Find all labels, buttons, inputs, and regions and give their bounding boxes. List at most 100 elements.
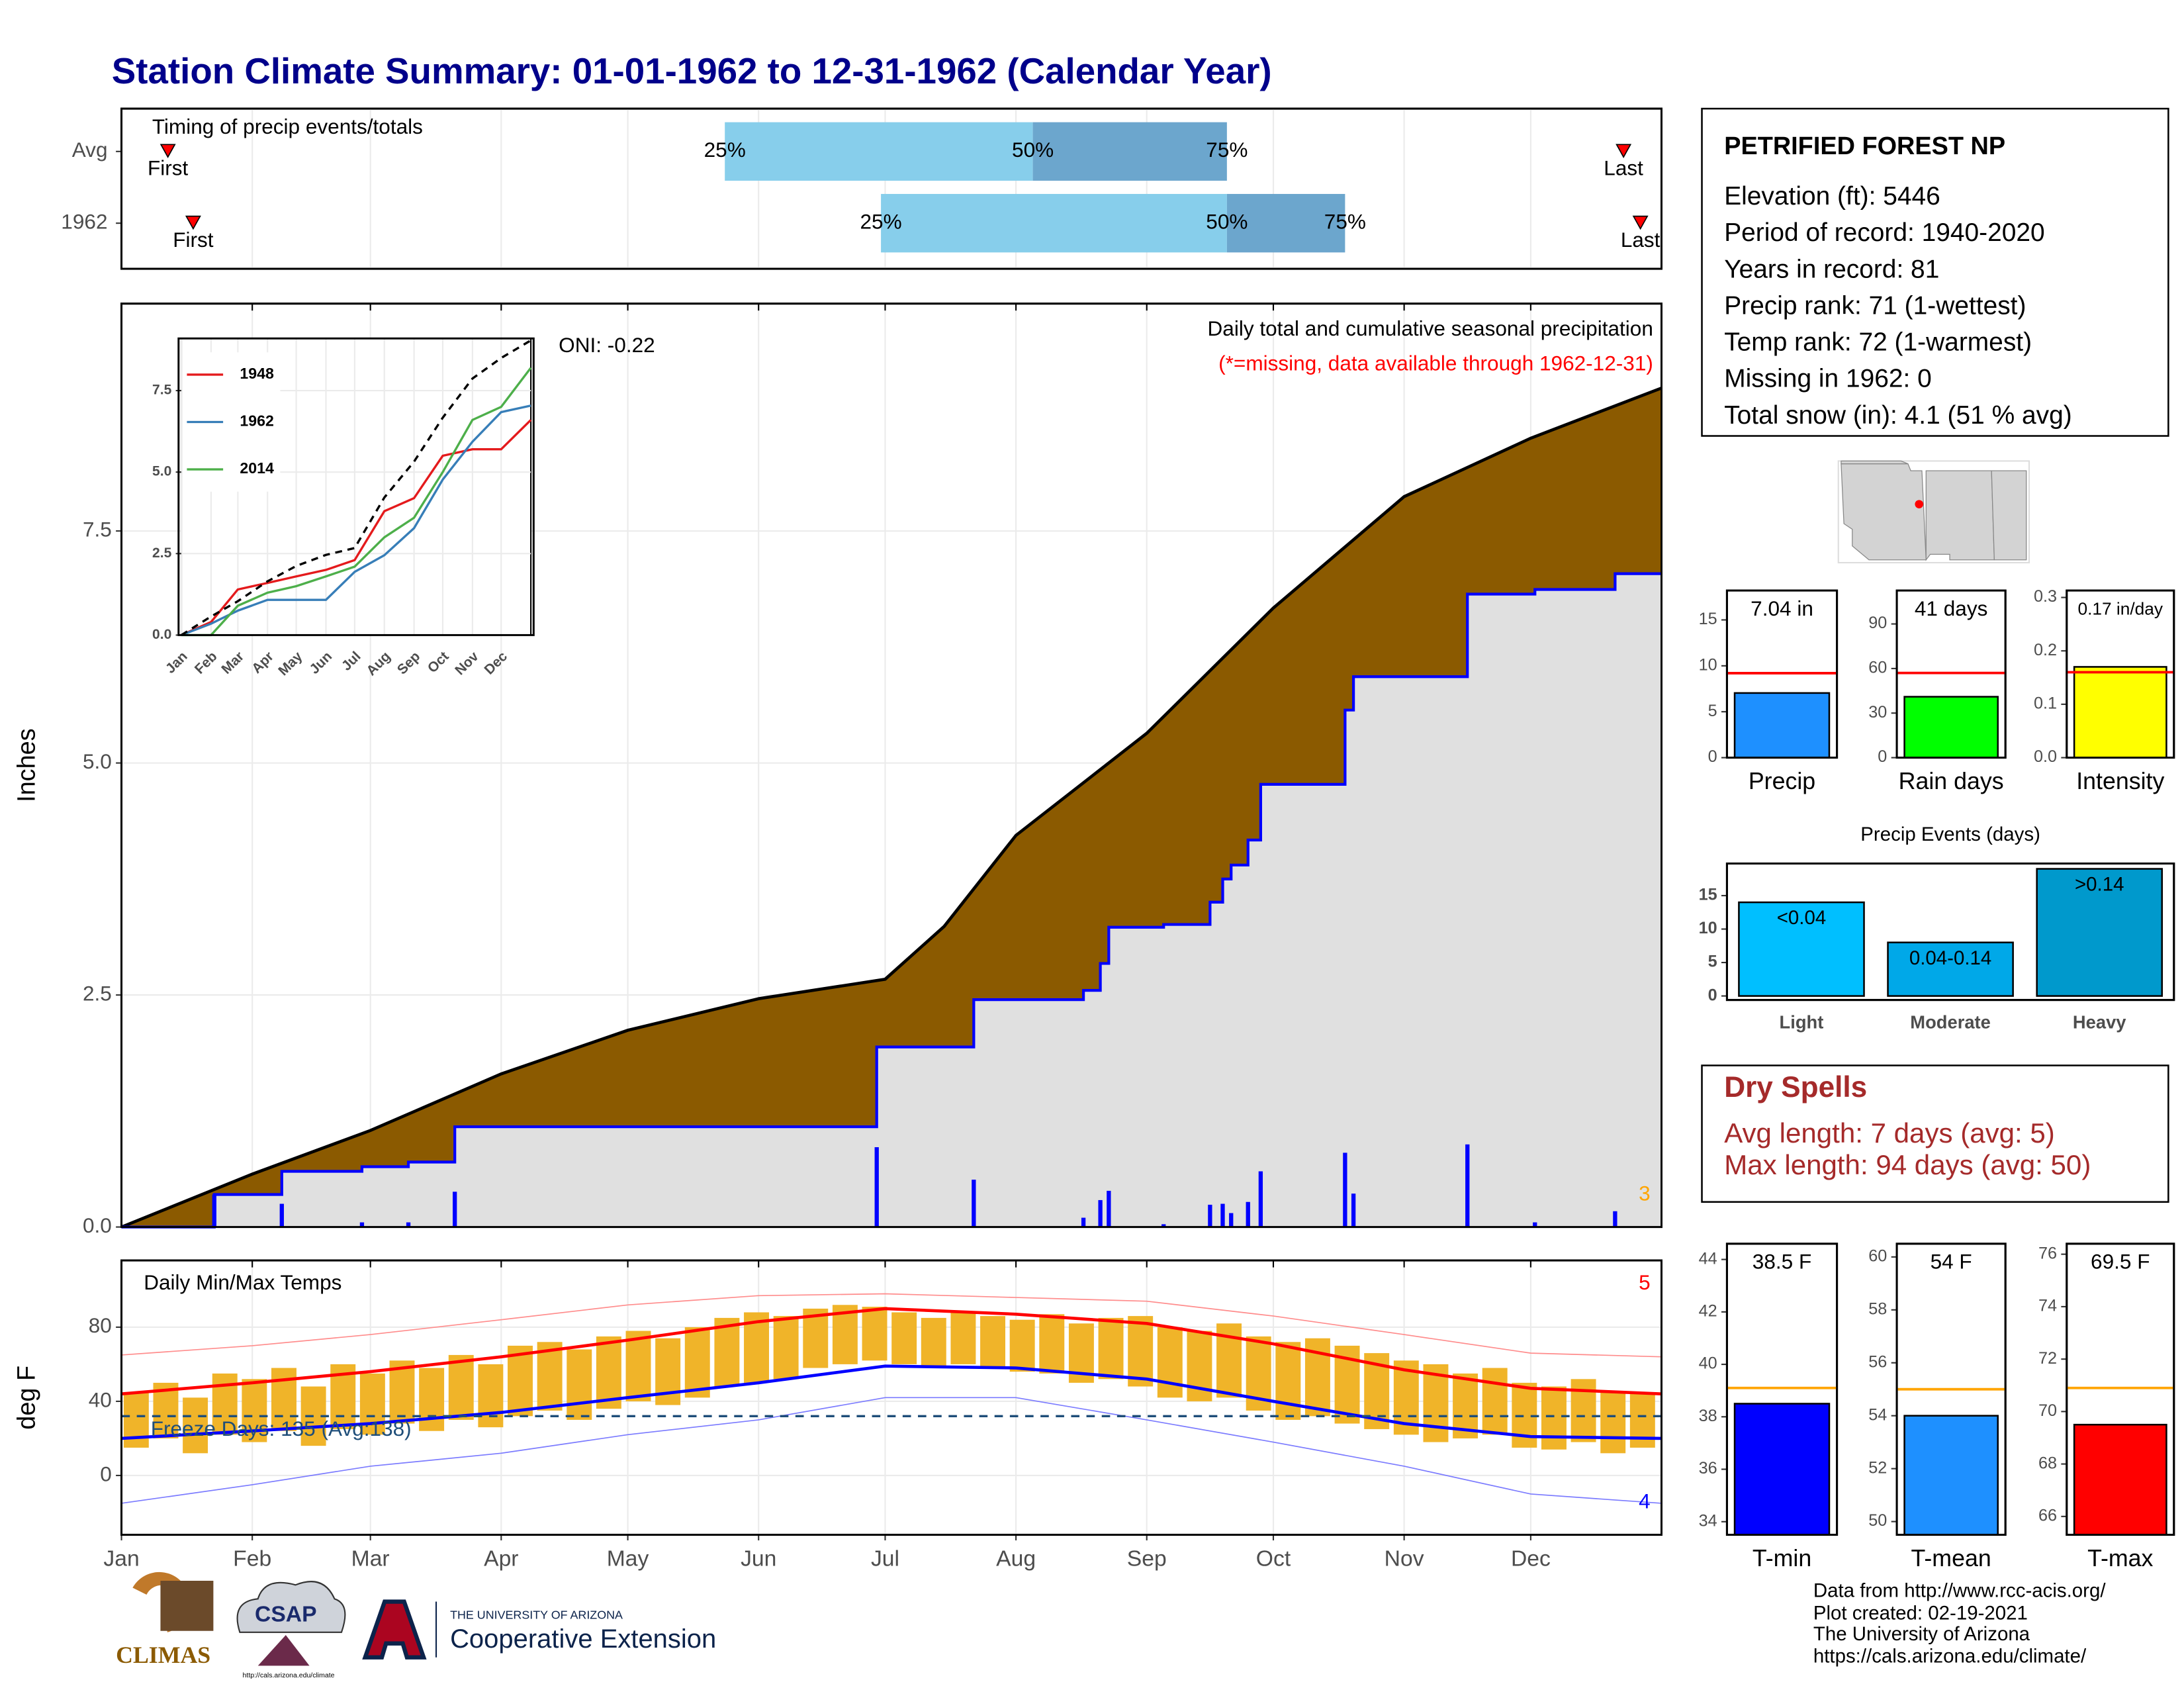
y-tick-label: 0.2 — [2034, 641, 2057, 659]
daily-bar — [359, 1222, 365, 1227]
chart-title: Daily total and cumulative seasonal prec… — [1208, 316, 1653, 340]
x-tick-label: Apr — [484, 1546, 518, 1571]
bin-label: >0.14 — [2075, 874, 2124, 896]
chart-title: Daily Min/Max Temps — [144, 1270, 341, 1294]
daily-bar — [406, 1222, 411, 1227]
annotation: ONI: -0.22 — [559, 333, 655, 357]
x-tick-label: T-mean — [1911, 1545, 1991, 1571]
temp-bar — [891, 1312, 917, 1364]
y-axis-title: deg F — [13, 1366, 41, 1430]
y-tick-label: 34 — [1699, 1511, 1717, 1530]
y-tick-label: 5.0 — [152, 464, 171, 479]
logo-shape — [257, 1635, 310, 1666]
y-tick-label: 5 — [1708, 702, 1717, 720]
temp-bar — [921, 1317, 946, 1368]
temp-bar — [625, 1331, 651, 1401]
daily-bar — [279, 1203, 284, 1227]
logo-shape — [362, 1599, 427, 1660]
timing-label: First — [173, 228, 214, 252]
average-line — [181, 339, 531, 636]
logo-url: http://cals.arizona.edu/climate — [243, 1671, 335, 1679]
y-tick-label: 0.3 — [2034, 587, 2057, 606]
y-tick-label: 1962 — [61, 209, 107, 233]
plot-border — [120, 1259, 1662, 1536]
y-tick-label: 90 — [1868, 614, 1887, 632]
count-label: 5 — [1639, 1270, 1651, 1294]
temp-bar — [1541, 1386, 1567, 1450]
location-map — [1837, 460, 2030, 564]
station-line: Total snow (in): 4.1 (51 % avg) — [1724, 401, 2071, 430]
temp-bar — [389, 1360, 415, 1424]
temp-bar — [714, 1317, 740, 1387]
daily-bar — [1246, 1201, 1250, 1227]
x-tick-label: Light — [1780, 1012, 1824, 1033]
plot-border — [177, 337, 535, 636]
plot-border — [1895, 589, 2007, 759]
temp-bar — [448, 1354, 474, 1420]
dry-spells-title: Dry Spells — [1724, 1071, 1867, 1103]
credit-line: The University of Arizona — [1813, 1623, 2030, 1645]
timing-label: First — [148, 156, 189, 179]
x-tick-label: Dec — [1511, 1546, 1551, 1571]
logo-shape — [236, 1581, 346, 1633]
station-dot — [1915, 500, 1924, 508]
x-tick-label: Aug — [996, 1546, 1036, 1571]
quantile-label: 25% — [704, 138, 746, 162]
bar — [2073, 666, 2167, 759]
daily-bar — [1465, 1144, 1470, 1227]
x-tick-label: Nov — [1385, 1546, 1424, 1571]
normal-high-line — [121, 1307, 1662, 1396]
daily-bar — [1220, 1203, 1225, 1227]
y-tick-label: 42 — [1699, 1302, 1717, 1321]
logo-text: Cooperative Extension — [450, 1624, 716, 1654]
logo-shape — [160, 1580, 214, 1631]
y-tick-label: 7.5 — [83, 517, 112, 541]
x-tick-label: Sep — [1127, 1546, 1167, 1571]
value-label: 7.04 in — [1751, 596, 1813, 620]
plot-border — [1725, 862, 2175, 1002]
timing-marker — [159, 144, 176, 158]
x-tick-label: Moderate — [1910, 1012, 1991, 1033]
y-tick-label: 68 — [2038, 1454, 2057, 1472]
y-tick-label: Avg — [72, 138, 108, 162]
value-label: 38.5 F — [1752, 1250, 1811, 1274]
quartile-bar — [725, 122, 1033, 181]
plot-border — [2066, 589, 2175, 759]
y-tick-label: 38 — [1699, 1407, 1717, 1425]
station-line: Period of record: 1940-2020 — [1724, 218, 2045, 247]
record-low-line — [121, 1397, 1662, 1504]
y-tick-label: 2.5 — [152, 545, 172, 561]
y-tick-label: 10 — [1699, 656, 1717, 675]
y-tick-label: 80 — [89, 1313, 112, 1337]
daily-bar — [1081, 1217, 1086, 1227]
daily-bar — [972, 1180, 976, 1227]
y-tick-label: 2.5 — [83, 981, 112, 1005]
plot-border — [120, 107, 1662, 270]
x-tick-label: Intensity — [2076, 768, 2164, 794]
y-tick-label: 15 — [1699, 610, 1717, 628]
credit-line: Data from http://www.rcc-acis.org/ — [1813, 1580, 2106, 1602]
y-tick-label: 0 — [1708, 747, 1717, 766]
y-tick-label: 74 — [2038, 1297, 2057, 1315]
daily-bar — [1343, 1152, 1347, 1227]
daily-bar — [1229, 1213, 1234, 1227]
y-tick-label: 0 — [1708, 986, 1717, 1004]
x-tick-label: Precip — [1749, 768, 1815, 794]
year-area — [121, 573, 1662, 1227]
logo-text: CLIMAS — [116, 1642, 210, 1668]
bar — [1733, 1403, 1831, 1536]
daily-bar — [1351, 1194, 1356, 1227]
temp-bar — [183, 1397, 208, 1454]
map-state — [1991, 470, 2027, 561]
temp-bar — [1570, 1379, 1596, 1442]
y-tick-label: 0.0 — [152, 627, 171, 642]
y-tick-label: 44 — [1699, 1249, 1717, 1268]
daily-bar — [1161, 1224, 1166, 1227]
value-label: 69.5 F — [2091, 1250, 2150, 1274]
temp-bar — [1098, 1317, 1124, 1380]
temp-bar — [1039, 1314, 1065, 1374]
y-tick-label: 36 — [1699, 1459, 1717, 1477]
y-tick-label: 52 — [1868, 1458, 1887, 1477]
quantile-label: 25% — [860, 209, 902, 233]
